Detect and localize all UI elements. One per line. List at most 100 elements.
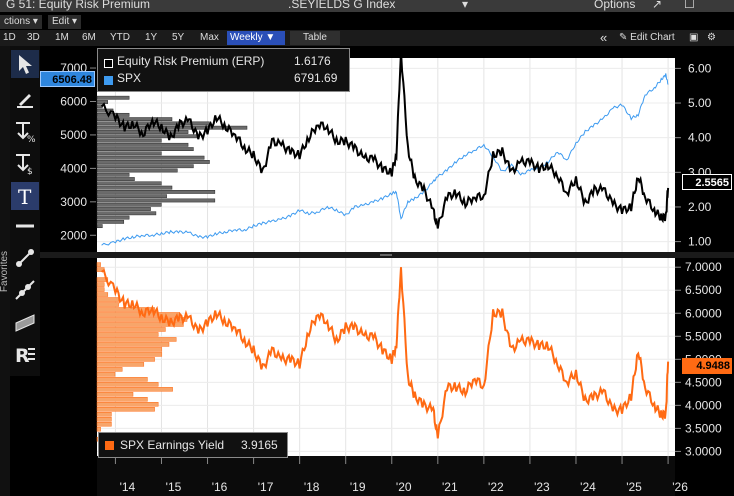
profile-bar bbox=[96, 177, 135, 181]
fibonacci-tool[interactable]: R bbox=[11, 340, 39, 368]
spx-series-line[interactable] bbox=[101, 73, 669, 246]
window-titlebar: G 51: Equity Risk Premium .SEYIELDS G In… bbox=[0, 0, 734, 12]
right-axis-label: 6.5000 bbox=[685, 283, 722, 297]
profile-bar bbox=[96, 412, 112, 417]
chart-toolbar: 1D 3D 1M 6M YTD 1Y 5Y Max Weekly ▼ Table… bbox=[0, 30, 734, 46]
range-5y-button[interactable]: 5Y bbox=[172, 32, 185, 43]
x-tick-label: '22 bbox=[488, 480, 504, 494]
profile-bar bbox=[96, 317, 188, 322]
spx-cursor-label: 6506.48 bbox=[40, 71, 95, 87]
annotation-toggle-icon[interactable]: ▣ bbox=[689, 32, 699, 43]
edit-menu[interactable]: Edit ▾ bbox=[48, 15, 82, 29]
range-6m-button[interactable]: 6M bbox=[82, 32, 96, 43]
bottom-legend[interactable]: SPX Earnings Yield 3.9165 bbox=[98, 432, 288, 458]
earnings-yield-legend-value: 3.9165 bbox=[241, 438, 278, 452]
range-3d-button[interactable]: 3D bbox=[27, 32, 40, 43]
profile-bar bbox=[96, 357, 155, 362]
profile-bar bbox=[96, 327, 166, 332]
pencil-tool[interactable] bbox=[11, 84, 39, 112]
edit-chart-label: Edit Chart bbox=[630, 32, 675, 43]
profile-bar bbox=[96, 347, 163, 352]
right-axis-label: 2.00 bbox=[688, 200, 712, 214]
profile-bar bbox=[96, 198, 216, 203]
profile-bar bbox=[96, 322, 184, 327]
range-1y-button[interactable]: 1Y bbox=[145, 32, 158, 43]
profile-bar bbox=[96, 397, 148, 402]
svg-text:R: R bbox=[15, 345, 30, 365]
ray-tool[interactable] bbox=[11, 276, 39, 304]
channel-tool[interactable] bbox=[11, 308, 39, 336]
profile-bar bbox=[96, 402, 159, 407]
index-label[interactable]: .SEYIELDS G Index bbox=[288, 0, 396, 11]
dropdown-icon[interactable]: ▾ bbox=[462, 0, 469, 11]
range-1m-button[interactable]: 1M bbox=[55, 32, 69, 43]
right-axis-label: 3.5000 bbox=[685, 421, 722, 435]
edit-chart-button[interactable]: ✎ Edit Chart bbox=[616, 31, 678, 45]
price-change-icon: $ bbox=[16, 154, 33, 175]
profile-bar bbox=[96, 117, 173, 122]
price-change-tool[interactable]: $ bbox=[11, 150, 39, 178]
actions-menu[interactable]: ctions ▾ bbox=[0, 15, 42, 29]
chart-area[interactable]: 7000 6000 5000 4000 3000 2000 6.00 5.00 4.00 3.0… bbox=[40, 46, 734, 496]
spx-legend-swatch bbox=[104, 76, 113, 85]
right-axis-label: 5.00 bbox=[688, 96, 712, 110]
maximize-icon[interactable]: ☐ bbox=[684, 0, 695, 11]
spx-legend-name: SPX bbox=[117, 71, 142, 85]
trendline-icon bbox=[16, 249, 34, 267]
popout-icon[interactable]: ↗ bbox=[652, 0, 663, 11]
percent-tool[interactable]: % bbox=[11, 118, 39, 146]
profile-bar bbox=[96, 387, 173, 392]
left-axis-label: 6000 bbox=[60, 94, 87, 108]
x-tick-label: '23 bbox=[534, 480, 550, 494]
profile-bar bbox=[96, 262, 101, 267]
profile-bar bbox=[96, 142, 189, 147]
range-max-button[interactable]: Max bbox=[200, 32, 219, 43]
range-1d-button[interactable]: 1D bbox=[3, 32, 16, 43]
profile-bar bbox=[96, 181, 162, 186]
right-axis-label: 3.0000 bbox=[685, 444, 722, 458]
erp-last-value-label: 2.5565 bbox=[682, 174, 732, 190]
profile-bar bbox=[96, 342, 170, 347]
profile-bar bbox=[96, 392, 134, 397]
settings-icon[interactable]: ⚙ bbox=[707, 32, 716, 43]
profile-bar bbox=[96, 426, 101, 432]
earnings-yield-series-line[interactable] bbox=[101, 267, 670, 439]
right-axis-label: 7.0000 bbox=[685, 260, 722, 274]
horizontal-line-tool[interactable] bbox=[11, 212, 39, 240]
profile-bar bbox=[96, 292, 109, 297]
x-tick-label: '26 bbox=[672, 480, 688, 494]
profile-bar bbox=[96, 407, 155, 412]
profile-bar bbox=[96, 194, 167, 199]
x-tick-label: '14 bbox=[120, 480, 136, 494]
top-right-axis bbox=[675, 58, 734, 252]
pointer-tool[interactable] bbox=[11, 50, 39, 78]
channel-icon bbox=[15, 314, 35, 332]
trendline-tool[interactable] bbox=[11, 244, 39, 272]
text-tool[interactable]: T bbox=[11, 182, 39, 210]
profile-bar bbox=[96, 416, 112, 422]
range-ytd-button[interactable]: YTD bbox=[110, 32, 130, 43]
x-tick-label: '19 bbox=[350, 480, 366, 494]
erp-series-line[interactable] bbox=[100, 51, 670, 229]
menu-bar: ctions ▾ Edit ▾ bbox=[0, 14, 734, 30]
favorites-strip[interactable]: Favorites bbox=[0, 46, 10, 496]
profile-bar bbox=[96, 287, 105, 292]
x-tick-label: '25 bbox=[626, 480, 642, 494]
x-tick-label: '16 bbox=[212, 480, 228, 494]
profile-bar bbox=[96, 155, 205, 160]
frequency-dropdown[interactable]: Weekly ▼ bbox=[227, 31, 285, 45]
table-button[interactable]: Table bbox=[290, 31, 340, 45]
profile-bar bbox=[96, 160, 210, 164]
right-axis-label: 5.5000 bbox=[685, 329, 722, 343]
right-axis-label: 4.5000 bbox=[685, 375, 722, 389]
options-menu[interactable]: Options bbox=[594, 0, 636, 11]
collapse-icon[interactable]: « bbox=[600, 30, 608, 45]
profile-bar bbox=[96, 312, 181, 317]
erp-legend-swatch bbox=[104, 59, 113, 68]
x-tick-label: '15 bbox=[166, 480, 182, 494]
profile-bar bbox=[96, 211, 157, 216]
profile-bar bbox=[96, 151, 162, 156]
top-legend[interactable]: Equity Risk Premium (ERP) 1.6176 SPX 679… bbox=[97, 48, 350, 92]
profile-bar bbox=[96, 207, 151, 211]
